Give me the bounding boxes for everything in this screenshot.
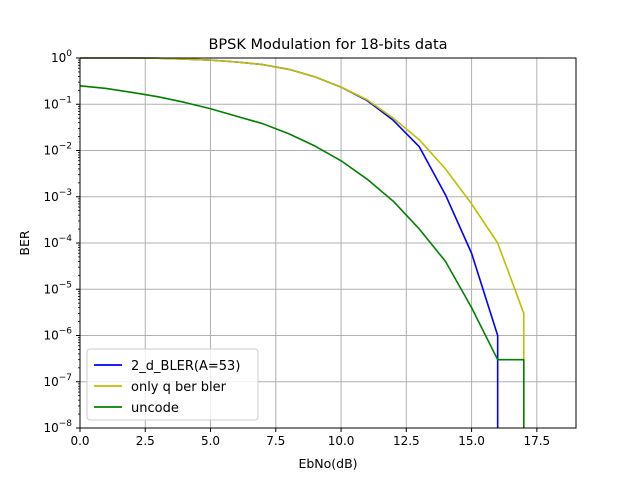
- y-tick-label: 100: [51, 49, 72, 65]
- y-tick-base: 10: [43, 144, 58, 158]
- y-tick-label: 10−3: [43, 188, 72, 204]
- x-tick-label: 12.5: [393, 434, 420, 448]
- y-tick-exponent: −6: [59, 327, 73, 337]
- x-tick-label: 5.0: [201, 434, 220, 448]
- y-tick-exponent: −5: [59, 280, 72, 290]
- y-tick-base: 10: [43, 329, 58, 343]
- legend: 2_d_BLER(A=53)only q ber bler uncode: [86, 348, 259, 421]
- y-tick-exponent: −7: [59, 373, 72, 383]
- x-tick-label: 0.0: [70, 434, 89, 448]
- x-tick-label: 7.5: [266, 434, 285, 448]
- y-tick-label: 10−6: [43, 327, 72, 343]
- chart-title: BPSK Modulation for 18-bits data: [208, 37, 447, 53]
- y-tick-exponent: −2: [59, 142, 72, 152]
- y-tick-exponent: −8: [59, 419, 73, 429]
- legend-label: 2_d_BLER(A=53): [131, 359, 240, 374]
- y-tick-label: 10−2: [43, 142, 72, 158]
- y-tick-label: 10−5: [43, 280, 72, 296]
- y-tick-exponent: −1: [59, 95, 72, 105]
- y-tick-label: 10−7: [43, 373, 72, 389]
- x-tick-label: 15.0: [458, 434, 485, 448]
- legend-label: uncode: [131, 401, 179, 416]
- x-tick-label: 2.5: [136, 434, 155, 448]
- y-tick-exponent: −4: [59, 234, 73, 244]
- y-tick-base: 10: [43, 282, 58, 296]
- y-tick-base: 10: [43, 236, 58, 250]
- y-tick-base: 10: [43, 190, 58, 204]
- legend-box: [86, 348, 259, 421]
- y-axis-label: BER: [17, 230, 32, 255]
- y-tick-exponent: 0: [66, 49, 72, 59]
- y-tick-label: 10−1: [43, 95, 72, 111]
- y-tick-label: 10−4: [43, 234, 72, 250]
- x-ticks: 0.0 2.5 5.0 7.5 10.0 12.5 15.0 17.5: [70, 428, 550, 448]
- y-tick-base: 10: [43, 97, 58, 111]
- y-tick-base: 10: [43, 375, 58, 389]
- x-tick-label: 10.0: [328, 434, 355, 448]
- x-tick-label: 17.5: [523, 434, 550, 448]
- y-tick-base: 10: [51, 51, 66, 65]
- x-axis-label: EbNo(dB): [298, 456, 357, 471]
- y-tick-base: 10: [43, 421, 58, 435]
- series-line-2: [79, 85, 525, 428]
- y-tick-label: 10−8: [43, 419, 72, 435]
- legend-label: only q ber bler: [131, 380, 227, 395]
- y-tick-exponent: −3: [59, 188, 72, 198]
